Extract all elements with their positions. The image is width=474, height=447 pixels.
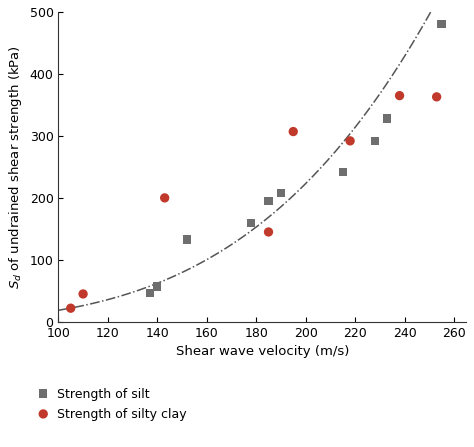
Strength of silt (438, 21, 446, 28)
Strength of silty clay (161, 194, 168, 202)
Strength of silt (264, 198, 272, 205)
Strength of silty clay (290, 128, 297, 135)
Strength of silty clay (264, 228, 272, 236)
Strength of silt (247, 219, 255, 226)
Strength of silty clay (433, 93, 440, 101)
Y-axis label: $S_d$ of undrained shear strength (kPa): $S_d$ of undrained shear strength (kPa) (7, 45, 24, 289)
Strength of silt (154, 283, 161, 290)
Strength of silt (371, 137, 379, 144)
Legend: Strength of silt, Strength of silty clay: Strength of silt, Strength of silty clay (32, 384, 191, 425)
Strength of silt (183, 236, 191, 243)
Strength of silty clay (346, 137, 354, 144)
Strength of silty clay (79, 291, 87, 298)
Strength of silt (383, 115, 391, 122)
X-axis label: Shear wave velocity (m/s): Shear wave velocity (m/s) (176, 345, 349, 358)
Strength of silty clay (67, 304, 74, 312)
Strength of silt (339, 168, 346, 175)
Strength of silt (277, 190, 285, 197)
Strength of silty clay (396, 92, 403, 99)
Strength of silt (146, 289, 154, 296)
